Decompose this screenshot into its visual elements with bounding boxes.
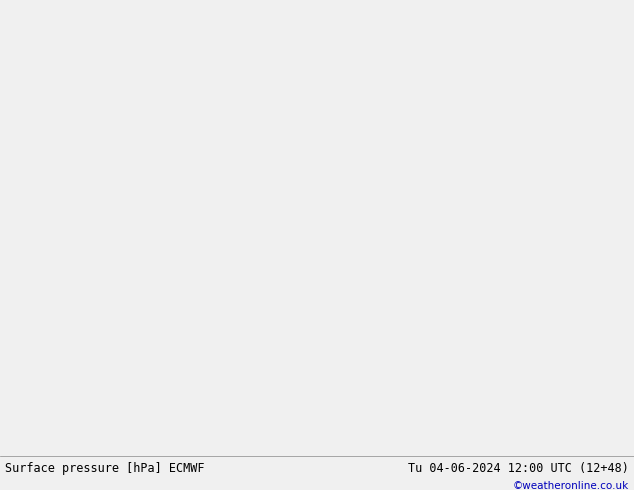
Text: Surface pressure [hPa] ECMWF: Surface pressure [hPa] ECMWF xyxy=(5,462,205,475)
Text: Tu 04-06-2024 12:00 UTC (12+48): Tu 04-06-2024 12:00 UTC (12+48) xyxy=(408,462,629,475)
Text: ©weatheronline.co.uk: ©weatheronline.co.uk xyxy=(513,481,629,490)
